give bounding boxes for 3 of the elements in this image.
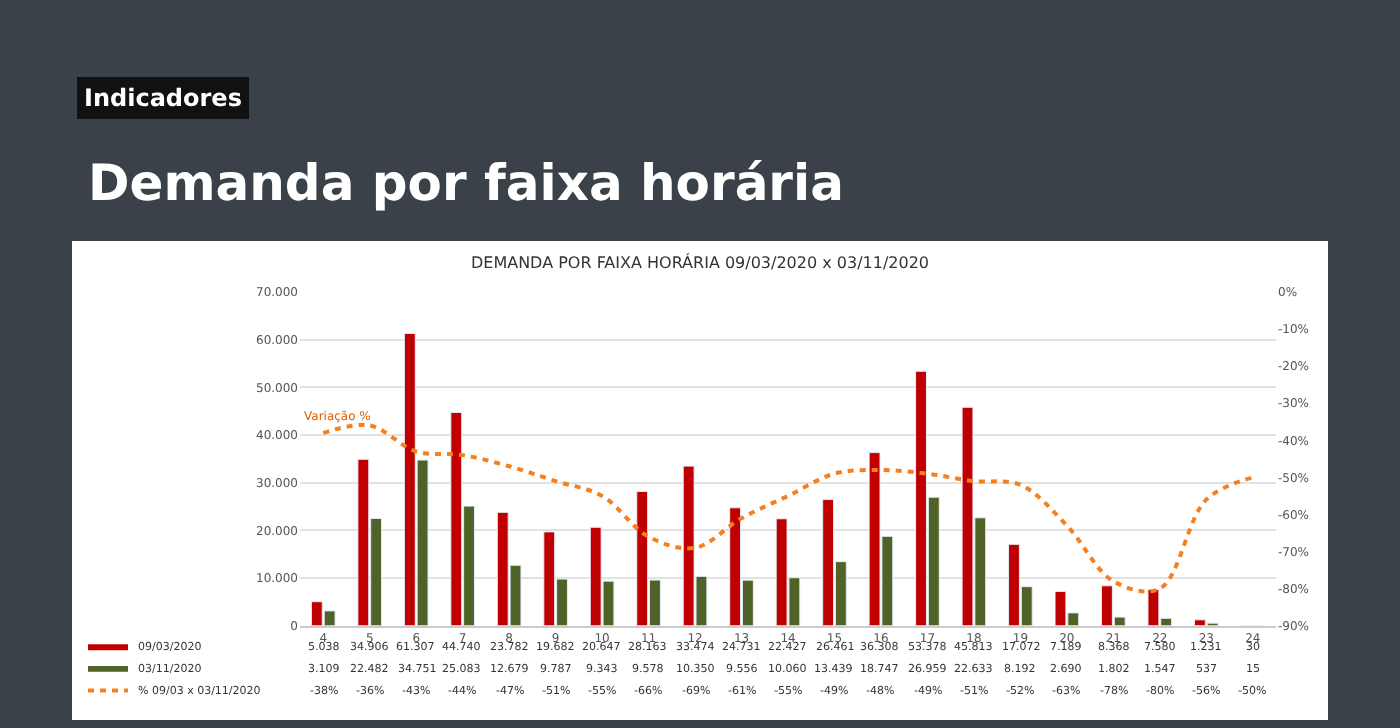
- chart-title: DEMANDA POR FAIXA HORÁRIA 09/03/2020 x 03/11/2020: [470, 251, 930, 272]
- text: Demanda por faixa horária: [88, 154, 844, 212]
- text: Indicadores: [84, 84, 242, 112]
